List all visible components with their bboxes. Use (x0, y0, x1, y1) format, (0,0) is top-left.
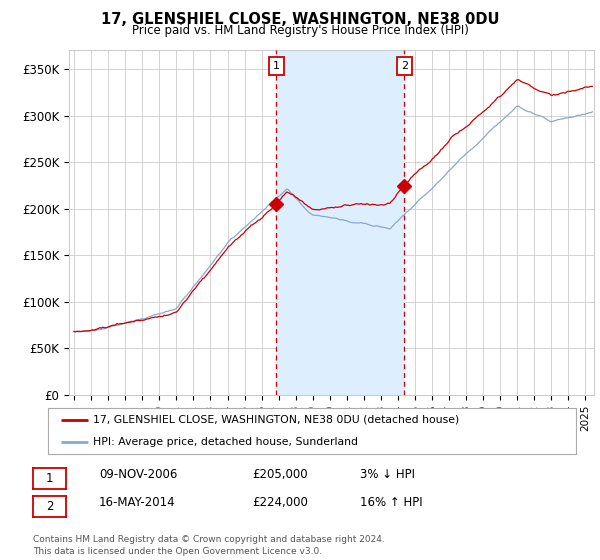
Text: £224,000: £224,000 (252, 496, 308, 509)
Text: 16% ↑ HPI: 16% ↑ HPI (360, 496, 422, 509)
Text: £205,000: £205,000 (252, 468, 308, 481)
Text: 3% ↓ HPI: 3% ↓ HPI (360, 468, 415, 481)
Text: 2: 2 (46, 500, 53, 514)
Bar (276, 50, 404, 395)
Text: Price paid vs. HM Land Registry's House Price Index (HPI): Price paid vs. HM Land Registry's House … (131, 24, 469, 36)
Text: HPI: Average price, detached house, Sunderland: HPI: Average price, detached house, Sund… (93, 437, 358, 447)
Text: 09-NOV-2006: 09-NOV-2006 (99, 468, 178, 481)
Text: 17, GLENSHIEL CLOSE, WASHINGTON, NE38 0DU (detached house): 17, GLENSHIEL CLOSE, WASHINGTON, NE38 0D… (93, 414, 459, 424)
Text: 1: 1 (46, 472, 53, 486)
Text: 16-MAY-2014: 16-MAY-2014 (99, 496, 176, 509)
Text: 2: 2 (401, 61, 408, 71)
Text: 17, GLENSHIEL CLOSE, WASHINGTON, NE38 0DU: 17, GLENSHIEL CLOSE, WASHINGTON, NE38 0D… (101, 12, 499, 27)
Text: 1: 1 (273, 61, 280, 71)
Text: Contains HM Land Registry data © Crown copyright and database right 2024.
This d: Contains HM Land Registry data © Crown c… (33, 535, 385, 556)
